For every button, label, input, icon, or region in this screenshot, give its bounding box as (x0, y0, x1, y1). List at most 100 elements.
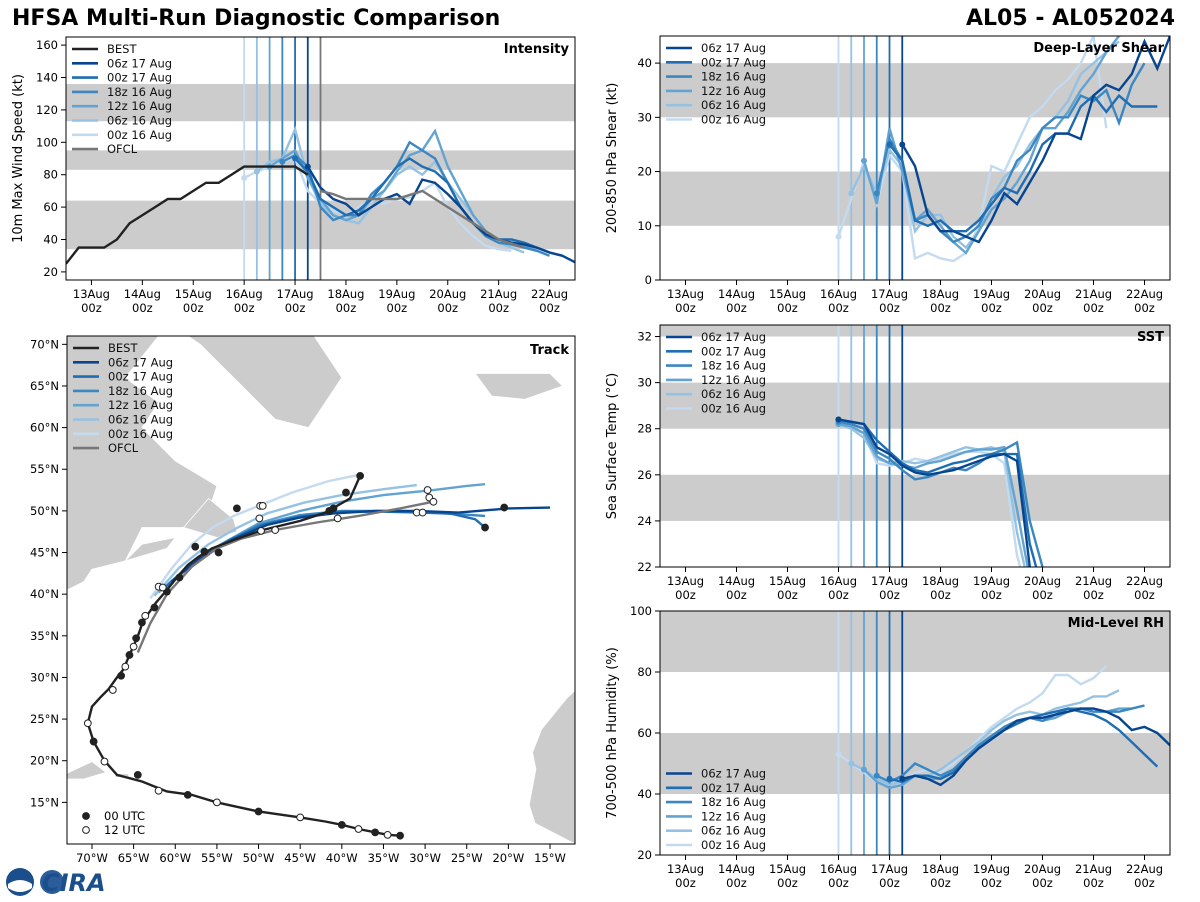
legend-label: 18z 16 Aug (107, 85, 172, 99)
legend-label: 06z 16 Aug (701, 824, 766, 838)
y-tick-label: 120 (36, 103, 58, 117)
x-tick-sublabel: 00z (828, 588, 849, 602)
track-marker-12utc (429, 497, 438, 506)
track-marker-12utc (423, 486, 432, 494)
track-marker-12utc (83, 719, 92, 728)
shear-panel: 01020304013Aug00z14Aug00z15Aug00z16Aug00… (605, 35, 1171, 315)
shaded-band (660, 474, 1170, 521)
y-tick-label: 100 (36, 135, 58, 149)
lon-tick-label: 55°W (201, 851, 233, 865)
series-start-marker (835, 233, 842, 240)
x-tick-sublabel: 00z (437, 301, 458, 315)
track-marker-00utc (117, 671, 126, 680)
legend-label: 06z 17 Aug (107, 56, 172, 70)
series-start-marker (835, 416, 842, 423)
y-tick-label: 30 (637, 376, 652, 390)
legend-label: 18z 16 Aug (108, 384, 173, 398)
series-line-00z-16-Aug (837, 665, 1108, 787)
series-start-marker (835, 751, 842, 758)
x-tick-label: 15Aug (769, 574, 806, 588)
track-marker-12utc (158, 583, 167, 592)
x-tick-sublabel: 00z (132, 301, 153, 315)
series-group (835, 416, 1044, 567)
track-marker-12utc (271, 526, 280, 534)
y-tick-label: 20 (637, 165, 652, 179)
x-tick-label: 17Aug (871, 574, 908, 588)
legend-label: OFCL (107, 142, 138, 156)
track-marker-12utc (108, 686, 117, 694)
track-marker-00utc (214, 548, 223, 557)
x-tick-label: 19Aug (973, 574, 1010, 588)
ofcl-line (320, 189, 525, 249)
x-tick-sublabel: 00z (675, 588, 696, 602)
x-tick-sublabel: 00z (777, 588, 798, 602)
x-tick-label: 22Aug (531, 287, 568, 301)
storm-id: AL05 - AL052024 (966, 6, 1175, 31)
series-start-marker (304, 163, 311, 170)
track-marker-12utc (100, 757, 109, 766)
series-start-marker (848, 190, 855, 197)
legend-label: 00z 17 Aug (701, 55, 766, 69)
x-tick-label: 13Aug (667, 862, 704, 876)
series-line-00z-17-Aug (838, 418, 1038, 567)
panel-title: Intensity (504, 42, 570, 57)
series-start-marker (292, 155, 299, 162)
x-tick-sublabel: 00z (1083, 876, 1104, 890)
series-start-marker (886, 775, 893, 782)
lat-tick-label: 70°N (30, 337, 59, 351)
track-marker-00utc (356, 472, 365, 480)
lon-tick-label: 50°W (243, 851, 275, 865)
series-line-00z-17-Aug (889, 707, 1159, 784)
legend-label: 06z 17 Aug (701, 767, 766, 781)
track-marker-00utc (232, 504, 241, 513)
legend-marker-12utc (82, 826, 90, 834)
x-tick-sublabel: 00z (981, 876, 1002, 890)
plot-frame (659, 35, 1171, 281)
x-tick-label: 22Aug (1126, 574, 1163, 588)
y-tick-label: 40 (637, 56, 652, 70)
land-caribbean (67, 761, 107, 780)
track-marker-00utc (133, 770, 142, 779)
x-tick-label: 22Aug (1126, 862, 1163, 876)
x-tick-sublabel: 00z (879, 876, 900, 890)
x-tick-sublabel: 00z (726, 876, 747, 890)
shaded-band (660, 611, 1170, 672)
legend-marker-00utc (82, 812, 90, 820)
x-tick-sublabel: 00z (1083, 588, 1104, 602)
track-line-06z-16-Aug (153, 483, 417, 597)
legend-label: 00z 16 Aug (107, 128, 172, 142)
y-tick-label: 32 (637, 330, 652, 344)
track-marker-00utc (191, 542, 200, 551)
track-marker-12utc (257, 526, 265, 535)
y-tick-label: 60 (43, 200, 58, 214)
track-marker-12utc (296, 813, 305, 822)
y-tick-label: 80 (43, 168, 58, 182)
x-tick-label: 16Aug (820, 574, 857, 588)
legend-label: 06z 16 Aug (107, 114, 172, 128)
land-newfoundland (182, 497, 238, 538)
legend-label: 06z 16 Aug (701, 98, 766, 112)
x-tick-label: 14Aug (124, 287, 161, 301)
x-tick-sublabel: 00z (981, 301, 1002, 315)
y-tick-label: 20 (43, 265, 58, 279)
lat-tick-label: 35°N (30, 629, 59, 643)
land-iceland (474, 373, 564, 400)
x-tick-sublabel: 00z (675, 301, 696, 315)
lon-tick-label: 70°W (76, 851, 108, 865)
legend-label: 06z 17 Aug (108, 355, 173, 369)
x-tick-sublabel: 00z (1134, 301, 1155, 315)
track-panel: 70°W 65°W 60°W 55°W 50°W 45°W 40°W 35°W 30°W 25°W… (30, 335, 576, 865)
sst-panel: 22242628303213Aug00z14Aug00z15Aug00z16Au… (605, 324, 1171, 602)
lat-tick-label: 40°N (30, 587, 59, 601)
series-start-marker (279, 158, 286, 165)
x-tick-label: 20Aug (1024, 287, 1061, 301)
series-line-18z-16-Aug (281, 140, 550, 257)
series-line-18z-16-Aug (876, 704, 1145, 784)
legend-label: 06z 17 Aug (701, 330, 766, 344)
x-tick-sublabel: 00z (777, 301, 798, 315)
legend-label: BEST (107, 42, 137, 56)
plot-frame (66, 335, 576, 845)
x-tick-label: 16Aug (226, 287, 263, 301)
globe-icon (40, 870, 64, 894)
lat-tick-label: 30°N (30, 670, 59, 684)
